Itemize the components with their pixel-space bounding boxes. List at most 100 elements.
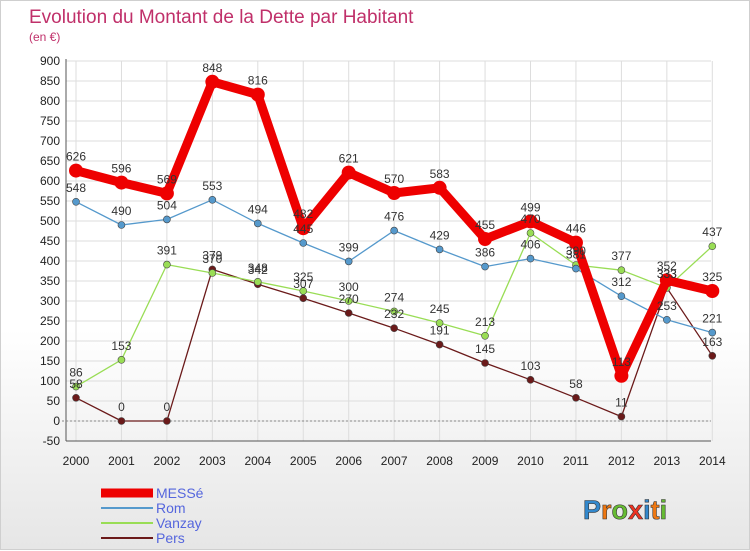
legend-label: Pers bbox=[156, 530, 185, 546]
data-point bbox=[435, 245, 444, 254]
data-label: 429 bbox=[430, 228, 450, 242]
data-point bbox=[390, 324, 398, 333]
grid-lines bbox=[66, 60, 713, 442]
data-label: 333 bbox=[657, 267, 677, 281]
data-label: 300 bbox=[339, 280, 359, 294]
data-point bbox=[523, 214, 538, 229]
x-tick-label: 2007 bbox=[381, 454, 408, 468]
chart-subtitle: (en €) bbox=[29, 30, 60, 44]
data-point bbox=[117, 417, 126, 425]
y-tick-label: 0 bbox=[53, 414, 60, 428]
legend-label: MESSé bbox=[156, 485, 204, 501]
x-tick-label: 2002 bbox=[154, 454, 181, 468]
data-point bbox=[481, 262, 489, 271]
data-label: 445 bbox=[293, 222, 313, 236]
data-point bbox=[344, 309, 353, 317]
x-tick-label: 2010 bbox=[517, 454, 544, 468]
data-point bbox=[117, 355, 126, 364]
data-point bbox=[159, 186, 174, 201]
data-label: 482 bbox=[293, 207, 313, 221]
data-point bbox=[163, 215, 171, 224]
data-point bbox=[205, 74, 220, 89]
y-tick-label: 50 bbox=[47, 394, 61, 408]
logo-letter: o bbox=[612, 495, 629, 525]
data-point bbox=[344, 297, 353, 305]
logo-letter: i bbox=[643, 495, 651, 525]
data-point bbox=[481, 359, 489, 367]
y-tick-label: 850 bbox=[40, 74, 60, 88]
data-label: 270 bbox=[339, 292, 359, 306]
y-tick-label: 250 bbox=[40, 314, 60, 328]
data-point bbox=[299, 239, 308, 247]
data-point bbox=[617, 412, 626, 421]
data-point bbox=[69, 163, 83, 178]
proxiti-logo: Proxiti bbox=[583, 495, 667, 525]
y-tick-label: 300 bbox=[40, 294, 60, 308]
data-label: 0 bbox=[164, 400, 171, 414]
data-point bbox=[705, 284, 720, 298]
data-label: 58 bbox=[569, 377, 583, 391]
data-point bbox=[478, 232, 493, 246]
data-point bbox=[526, 375, 535, 384]
data-label: 86 bbox=[69, 366, 83, 380]
data-label: 348 bbox=[248, 261, 268, 275]
data-label: 333 bbox=[657, 267, 677, 281]
data-point bbox=[208, 196, 217, 204]
y-tick-label: 550 bbox=[40, 194, 60, 208]
data-label: 11 bbox=[615, 396, 628, 410]
data-label: 232 bbox=[384, 307, 404, 321]
data-point bbox=[344, 257, 353, 266]
data-label: 583 bbox=[430, 167, 450, 181]
data-label: 342 bbox=[248, 263, 268, 277]
data-label: 816 bbox=[248, 74, 268, 88]
data-point bbox=[299, 287, 308, 295]
data-label: 490 bbox=[111, 204, 131, 218]
data-label: 386 bbox=[475, 246, 495, 260]
data-point bbox=[253, 277, 262, 286]
data-point bbox=[659, 273, 674, 288]
data-point bbox=[208, 269, 217, 277]
data-label: 253 bbox=[657, 299, 677, 313]
y-tick-label: 500 bbox=[40, 214, 60, 228]
chart-title: Evolution du Montant de la Dette par Hab… bbox=[29, 7, 414, 28]
data-label: 163 bbox=[702, 335, 722, 349]
x-tick-label: 2014 bbox=[699, 454, 726, 468]
x-tick-label: 2006 bbox=[335, 454, 362, 468]
data-point bbox=[708, 242, 717, 250]
y-tick-label: 700 bbox=[40, 134, 60, 148]
data-label: 455 bbox=[475, 218, 495, 232]
data-label: 153 bbox=[111, 339, 131, 353]
data-point bbox=[526, 229, 535, 237]
data-point bbox=[72, 382, 80, 391]
x-tick-label: 2005 bbox=[290, 454, 317, 468]
data-point bbox=[114, 175, 129, 190]
logo-letter: P bbox=[583, 495, 601, 525]
logo-letter: t bbox=[651, 495, 660, 525]
legend-label: Vanzay bbox=[156, 515, 202, 531]
data-label: 274 bbox=[384, 290, 404, 304]
data-label: 548 bbox=[66, 181, 86, 195]
data-label: 499 bbox=[520, 200, 540, 214]
x-tick-label: 2004 bbox=[244, 454, 271, 468]
data-point bbox=[432, 180, 447, 195]
data-label: 391 bbox=[157, 244, 177, 258]
data-point bbox=[435, 319, 444, 327]
data-label: 103 bbox=[520, 359, 540, 373]
x-tick-label: 2011 bbox=[563, 454, 589, 468]
data-point bbox=[250, 87, 265, 102]
y-tick-label: 350 bbox=[40, 274, 60, 288]
x-tick-label: 2013 bbox=[653, 454, 680, 468]
data-point bbox=[481, 331, 489, 340]
data-point bbox=[614, 368, 629, 383]
data-label: 58 bbox=[69, 377, 83, 391]
data-point bbox=[253, 219, 262, 228]
y-tick-label: -50 bbox=[43, 434, 61, 448]
x-tick-label: 2001 bbox=[108, 454, 135, 468]
data-label: 569 bbox=[157, 172, 177, 186]
data-label: 191 bbox=[430, 324, 450, 338]
data-label: 379 bbox=[202, 248, 222, 262]
data-point bbox=[526, 254, 535, 263]
